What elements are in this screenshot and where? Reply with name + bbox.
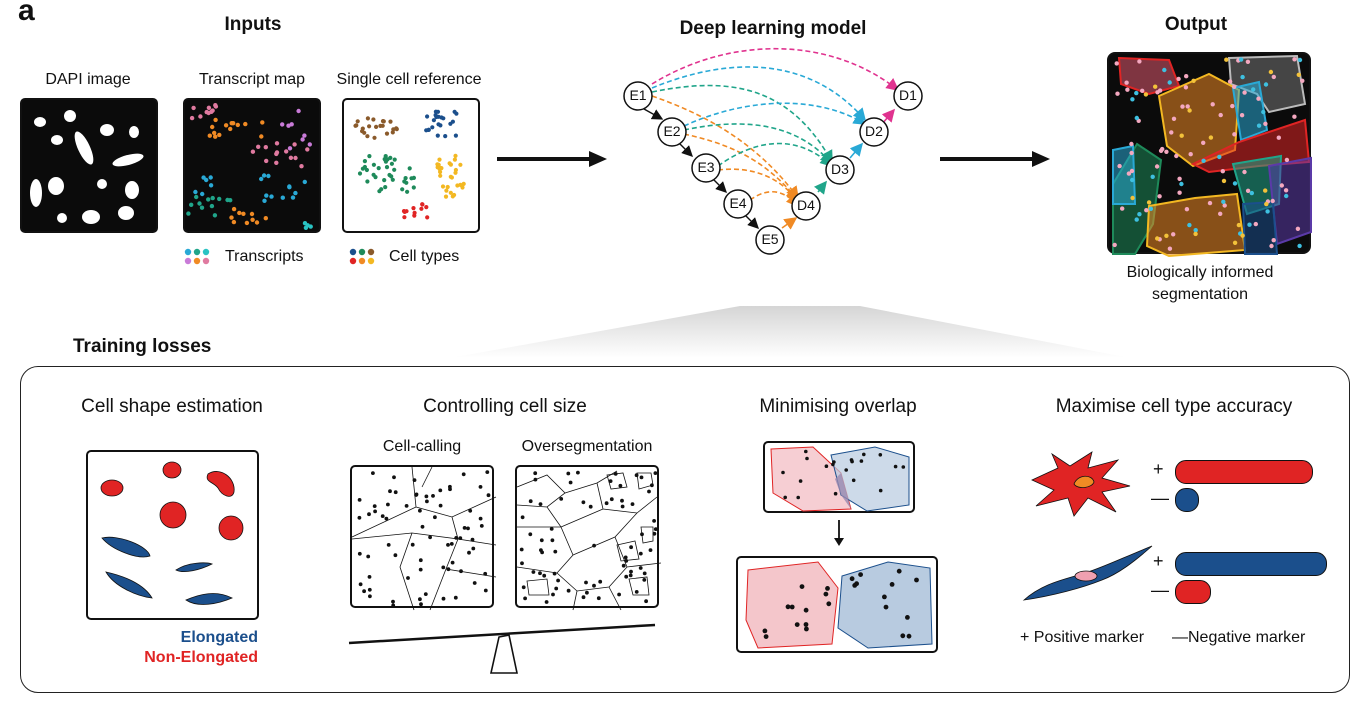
- red-cell-icon: [1031, 451, 1131, 517]
- cell-shape-panel: [86, 450, 259, 620]
- node-d1: D1: [899, 87, 917, 103]
- output-caption-line1: Biologically informed: [1126, 264, 1274, 281]
- cell-calling-panel: [350, 465, 497, 611]
- output-caption-line2: segmentation: [1151, 286, 1249, 303]
- red-positive-marker-bar: [1175, 460, 1313, 484]
- inputs-heading: Inputs: [224, 14, 282, 35]
- negative-marker-legend: —Negative marker: [1172, 629, 1306, 646]
- output-heading: Output: [1164, 14, 1228, 35]
- blue-minus: —: [1151, 580, 1169, 600]
- elongated-legend: Elongated: [180, 629, 258, 646]
- accuracy-title: Maximise cell type accuracy: [1055, 396, 1293, 417]
- model-heading: Deep learning model: [679, 18, 867, 39]
- dapi-label: DAPI image: [45, 71, 131, 88]
- node-e2: E2: [663, 123, 681, 139]
- node-d4: D4: [797, 197, 815, 213]
- arrow-model-to-output: [940, 151, 1050, 167]
- red-plus: +: [1153, 459, 1164, 479]
- oversegmentation-panel: [515, 465, 662, 611]
- positive-marker-legend: + Positive marker: [1020, 629, 1145, 646]
- blue-cell-icon: [1022, 545, 1153, 601]
- node-e1: E1: [629, 87, 647, 103]
- single-cell-reference: [342, 98, 480, 233]
- training-losses-heading: Training losses: [73, 336, 212, 357]
- overlap-before-panel: [763, 441, 915, 513]
- overlap-after-panel: [736, 556, 938, 653]
- cell-shape-title: Cell shape estimation: [81, 396, 263, 417]
- red-negative-marker-bar: [1175, 488, 1199, 512]
- blue-negative-marker-bar: [1175, 580, 1211, 604]
- overlap-down-arrow: [834, 520, 844, 546]
- output-segmentation-image: [1107, 52, 1312, 258]
- oversegmentation-label: Oversegmentation: [521, 438, 653, 455]
- blue-plus: +: [1153, 551, 1164, 571]
- blue-positive-marker-bar: [1175, 552, 1327, 576]
- node-d3: D3: [831, 161, 849, 177]
- cell-size-title: Controlling cell size: [423, 396, 587, 417]
- node-e5: E5: [761, 231, 779, 247]
- non-elongated-legend: Non-Elongated: [144, 649, 258, 666]
- node-e4: E4: [729, 195, 747, 211]
- node-e3: E3: [697, 159, 715, 175]
- cell-types-legend-label: Cell types: [389, 248, 460, 265]
- single-cell-reference-label: Single cell reference: [336, 71, 482, 88]
- cell-types-legend-dots: [349, 248, 375, 265]
- dapi-image: [20, 98, 158, 233]
- balance-seesaw: [348, 623, 656, 674]
- transcript-map-label: Transcript map: [198, 71, 306, 88]
- node-d2: D2: [865, 123, 883, 139]
- red-minus: —: [1151, 488, 1169, 508]
- transcripts-legend-label: Transcripts: [225, 248, 304, 265]
- model-to-losses-funnel: [450, 306, 1130, 358]
- unet-diagram: [623, 47, 923, 255]
- panel-letter: a: [18, 0, 35, 27]
- transcripts-legend-dots: [184, 248, 210, 265]
- overlap-title: Minimising overlap: [759, 396, 917, 417]
- transcript-map: [183, 98, 321, 233]
- training-losses-box: [20, 366, 1350, 693]
- arrow-inputs-to-model: [497, 151, 607, 167]
- cell-calling-label: Cell-calling: [382, 438, 462, 455]
